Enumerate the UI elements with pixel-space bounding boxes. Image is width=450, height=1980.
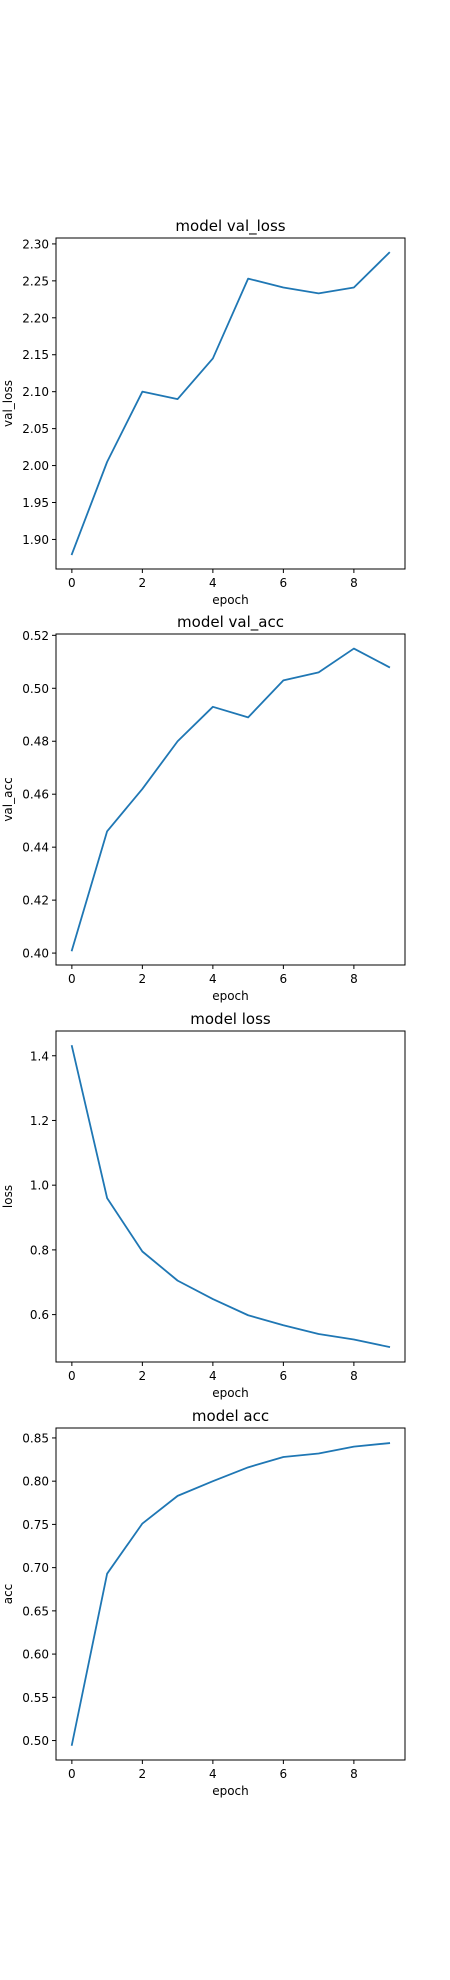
y-tick-label: 0.60 — [22, 1648, 49, 1662]
x-tick-label: 0 — [68, 1369, 76, 1383]
y-tick-label: 0.85 — [22, 1431, 49, 1445]
chart-title: model val_acc — [177, 613, 284, 632]
y-tick-label: 2.05 — [22, 422, 49, 436]
y-axis-label: val_acc — [1, 777, 15, 821]
y-tick-label: 2.20 — [22, 311, 49, 325]
y-tick-label: 0.55 — [22, 1691, 49, 1705]
y-tick-label: 0.44 — [22, 841, 49, 855]
x-tick-label: 8 — [350, 1767, 358, 1781]
x-axis-label: epoch — [212, 989, 249, 1003]
chart-panel: model val_loss 0 2 4 6 8 1.90 1.95 2.00 2.05 2.10 2… — [1, 217, 406, 607]
y-tick-label: 0.48 — [22, 735, 49, 749]
x-tick-label: 6 — [280, 1369, 288, 1383]
y-tick-label: 0.65 — [22, 1604, 49, 1618]
x-tick-label: 6 — [280, 576, 288, 590]
x-tick-label: 6 — [280, 1767, 288, 1781]
y-tick-label: 1.95 — [22, 496, 49, 510]
x-tick-label: 0 — [68, 576, 76, 590]
x-axis-label: epoch — [212, 593, 249, 607]
x-tick-label: 8 — [350, 576, 358, 590]
x-tick-label: 4 — [209, 576, 217, 590]
axes-frame — [55, 633, 406, 966]
y-tick-label: 0.40 — [22, 947, 49, 961]
y-tick-label: 0.6 — [30, 1308, 49, 1322]
y-tick-label: 0.46 — [22, 788, 49, 802]
chart-title: model loss — [190, 1010, 271, 1028]
x-tick-label: 0 — [68, 972, 76, 986]
x-tick-label: 2 — [139, 576, 147, 590]
x-axis-label: epoch — [212, 1386, 249, 1400]
y-tick-label: 0.80 — [22, 1475, 49, 1489]
x-tick-label: 0 — [68, 1767, 76, 1781]
y-tick-label: 2.15 — [22, 348, 49, 362]
x-tick-label: 4 — [209, 1767, 217, 1781]
y-tick-label: 0.52 — [22, 629, 49, 643]
y-tick-label: 2.10 — [22, 385, 49, 399]
y-tick-label: 1.0 — [30, 1179, 49, 1193]
x-tick-label: 2 — [139, 1369, 147, 1383]
chart-title: model acc — [192, 1407, 269, 1425]
y-tick-label: 0.75 — [22, 1518, 49, 1532]
series-line — [70, 1044, 391, 1349]
y-axis-label: acc — [1, 1584, 15, 1605]
y-tick-label: 2.30 — [22, 237, 49, 251]
x-tick-label: 4 — [209, 1369, 217, 1383]
axes-frame — [55, 1030, 406, 1363]
y-tick-label: 2.00 — [22, 459, 49, 473]
y-tick-label: 1.90 — [22, 533, 49, 547]
y-tick-label: 0.50 — [22, 682, 49, 696]
axes-frame — [55, 1427, 406, 1761]
x-tick-label: 4 — [209, 972, 217, 986]
chart-title: model val_loss — [175, 217, 285, 236]
chart-panel: model acc 0 2 4 6 8 0.50 0.55 0.60 0.65 0.70 0.75 0.… — [1, 1407, 406, 1798]
x-tick-label: 8 — [350, 972, 358, 986]
y-tick-label: 0.42 — [22, 894, 49, 908]
y-axis-label: val_loss — [1, 380, 15, 427]
y-tick-label: 0.70 — [22, 1561, 49, 1575]
y-tick-label: 0.8 — [30, 1243, 49, 1257]
y-tick-label: 0.50 — [22, 1734, 49, 1748]
x-tick-label: 2 — [139, 972, 147, 986]
y-tick-label: 1.2 — [30, 1114, 49, 1128]
chart-panel: model val_acc 0 2 4 6 8 0.40 0.42 0.44 0.46 0.48 0.… — [1, 613, 406, 1003]
y-axis-label: loss — [1, 1185, 15, 1208]
y-tick-label: 1.4 — [30, 1049, 49, 1063]
x-tick-label: 8 — [350, 1369, 358, 1383]
x-axis-label: epoch — [212, 1784, 249, 1798]
y-tick-label: 2.25 — [22, 274, 49, 288]
x-tick-label: 2 — [139, 1767, 147, 1781]
chart-panel: model loss 0 2 4 6 8 0.6 0.8 1.0 1.2 1.4 epoch loss — [1, 1010, 406, 1400]
series-line — [70, 1442, 391, 1746]
x-tick-label: 6 — [280, 972, 288, 986]
series-line — [70, 647, 391, 952]
series-line — [70, 251, 391, 556]
axes-frame — [55, 237, 406, 570]
